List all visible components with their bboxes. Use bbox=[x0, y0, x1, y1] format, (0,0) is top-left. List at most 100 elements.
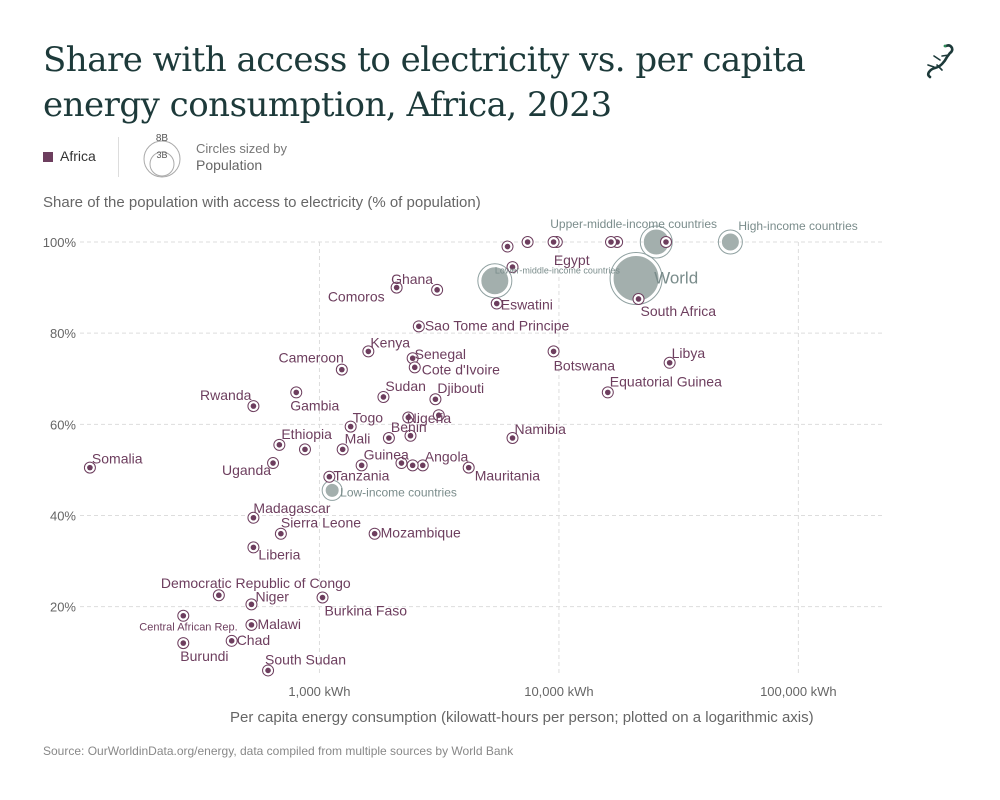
aggregate-label: World bbox=[654, 268, 698, 287]
point-label: Nigeria bbox=[407, 410, 452, 426]
aggregate-halo bbox=[639, 225, 673, 259]
point-equatorial-guinea[interactable] bbox=[604, 389, 611, 396]
point-guinea[interactable] bbox=[358, 462, 365, 469]
point-unlabeled[interactable] bbox=[504, 243, 511, 250]
point-unlabeled[interactable] bbox=[405, 414, 412, 421]
point-mozambique[interactable] bbox=[371, 530, 378, 537]
point-comoros[interactable] bbox=[393, 284, 400, 291]
point-label: Botswana bbox=[554, 357, 616, 373]
point-angola[interactable] bbox=[419, 462, 426, 469]
point-senegal[interactable] bbox=[409, 355, 416, 362]
point-label: Kenya bbox=[370, 334, 410, 350]
point-unlabeled[interactable] bbox=[409, 462, 416, 469]
point-unlabeled[interactable] bbox=[509, 264, 516, 270]
point-sudan[interactable] bbox=[380, 394, 387, 400]
size-legend-icon: 8B 3B bbox=[143, 133, 181, 178]
point-label: Namibia bbox=[515, 421, 567, 437]
title-line-2: energy consumption, Africa, 2023 bbox=[43, 85, 612, 125]
point-label: Benin bbox=[391, 419, 427, 435]
point-label: Sao Tome and Principe bbox=[425, 317, 570, 333]
y-axis-label: Share of the population with access to e… bbox=[43, 194, 481, 211]
y-tick-label: 40% bbox=[50, 508, 76, 523]
x-tick-label: 1,000 kWh bbox=[288, 684, 350, 699]
point-ghana[interactable] bbox=[434, 287, 440, 293]
point-label: Mozambique bbox=[381, 525, 461, 541]
point-madagascar[interactable] bbox=[250, 514, 257, 521]
point-unlabeled[interactable] bbox=[550, 239, 557, 245]
point-label: Democratic Republic of Congo bbox=[161, 575, 351, 591]
point-sierra-leone[interactable] bbox=[278, 530, 284, 537]
point-label: Chad bbox=[237, 632, 270, 648]
point-label: Niger bbox=[255, 588, 289, 604]
aggregate-point-low-income-countries[interactable] bbox=[324, 482, 340, 498]
point-eswatini[interactable] bbox=[493, 300, 500, 307]
point-nigeria[interactable] bbox=[435, 412, 442, 419]
point-malawi[interactable] bbox=[248, 622, 255, 628]
point-democratic-republic-of-congo[interactable] bbox=[216, 592, 222, 599]
point-label: Cameroon bbox=[278, 350, 343, 366]
aggregate-point-high-income-countries[interactable] bbox=[720, 232, 740, 252]
point-label: Burkina Faso bbox=[325, 603, 408, 619]
point-djibouti[interactable] bbox=[432, 396, 439, 403]
point-chad[interactable] bbox=[228, 638, 235, 644]
aggregate-label: Upper-middle-income countries bbox=[550, 217, 717, 231]
legend-swatch-africa[interactable] bbox=[43, 152, 53, 162]
aggregate-label: Lower-middle-income countries bbox=[495, 266, 621, 276]
point-cameroon[interactable] bbox=[339, 366, 345, 373]
point-south-sudan[interactable] bbox=[265, 667, 271, 674]
size-note-line-2: Population bbox=[196, 157, 263, 173]
point-unlabeled[interactable] bbox=[608, 239, 614, 245]
point-central-african-rep[interactable] bbox=[180, 612, 187, 619]
point-unlabeled[interactable] bbox=[407, 432, 414, 439]
gecko-logo-icon[interactable] bbox=[920, 40, 964, 84]
point-unlabeled[interactable] bbox=[398, 460, 405, 466]
point-label: Gambia bbox=[290, 397, 339, 413]
point-label: Libya bbox=[672, 345, 706, 361]
chart-title: Share with access to electricity vs. per… bbox=[43, 38, 843, 128]
point-rwanda[interactable] bbox=[250, 403, 257, 409]
point-namibia[interactable] bbox=[509, 435, 516, 441]
point-unlabeled[interactable] bbox=[302, 446, 308, 453]
point-botswana[interactable] bbox=[550, 348, 557, 355]
point-niger[interactable] bbox=[248, 601, 255, 608]
point-south-africa[interactable] bbox=[635, 296, 642, 302]
point-kenya[interactable] bbox=[365, 348, 372, 355]
size-legend-big: 8B bbox=[156, 133, 169, 144]
point-liberia[interactable] bbox=[250, 544, 257, 551]
point-label: Uganda bbox=[222, 462, 271, 478]
point-mauritania[interactable] bbox=[465, 464, 472, 471]
legend: Africa 8B 3B Circles sized by Population bbox=[43, 133, 443, 183]
point-unlabeled[interactable] bbox=[524, 239, 531, 245]
point-togo[interactable] bbox=[347, 423, 354, 430]
aggregate-label: High-income countries bbox=[738, 219, 857, 233]
point-unlabeled[interactable] bbox=[663, 239, 669, 245]
point-label: Sierra Leone bbox=[281, 515, 361, 531]
aggregate-point-lower-middle-income-countries[interactable] bbox=[480, 266, 510, 296]
point-burundi[interactable] bbox=[180, 640, 187, 646]
point-sao-tome-and-principe[interactable] bbox=[416, 323, 422, 330]
point-cote-d-ivoire[interactable] bbox=[411, 364, 418, 371]
aggregate-halo bbox=[477, 263, 513, 299]
point-burkina-faso[interactable] bbox=[319, 594, 326, 601]
size-note-line-1: Circles sized by bbox=[196, 141, 288, 156]
y-tick-label: 80% bbox=[50, 326, 76, 341]
y-tick-label: 60% bbox=[50, 417, 76, 432]
point-ethiopia[interactable] bbox=[276, 442, 283, 448]
point-somalia[interactable] bbox=[87, 464, 93, 471]
point-tanzania[interactable] bbox=[326, 473, 333, 480]
point-label: Angola bbox=[425, 448, 469, 464]
title-line-1: Share with access to electricity vs. per… bbox=[43, 40, 806, 80]
point-gambia[interactable] bbox=[293, 389, 300, 396]
point-label: Sudan bbox=[385, 378, 425, 394]
aggregate-label: Low-income countries bbox=[340, 485, 457, 499]
point-benin[interactable] bbox=[386, 435, 392, 441]
point-label: South Sudan bbox=[265, 651, 346, 667]
point-uganda[interactable] bbox=[270, 460, 276, 466]
point-mali[interactable] bbox=[339, 446, 346, 453]
point-label: Togo bbox=[353, 410, 384, 426]
legend-label-africa[interactable]: Africa bbox=[60, 148, 96, 164]
x-axis-label: Per capita energy consumption (kilowatt-… bbox=[230, 709, 814, 726]
x-tick-label: 100,000 kWh bbox=[760, 684, 837, 699]
point-libya[interactable] bbox=[666, 359, 673, 366]
